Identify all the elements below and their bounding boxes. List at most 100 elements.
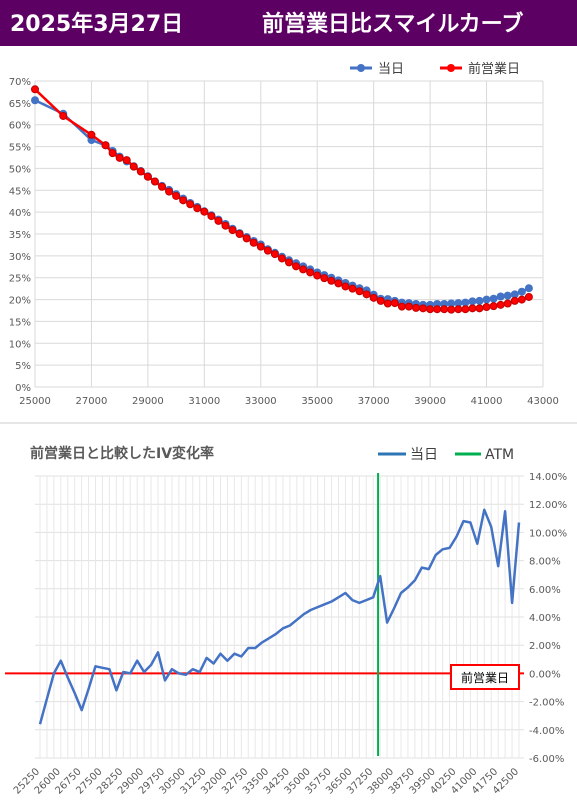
series-line bbox=[34, 88, 530, 311]
data-point bbox=[524, 284, 533, 293]
data-point bbox=[108, 149, 117, 158]
data-point bbox=[193, 204, 202, 213]
y-tick-label: 50% bbox=[9, 164, 31, 175]
data-point bbox=[397, 302, 406, 311]
data-point bbox=[277, 254, 286, 263]
data-point bbox=[341, 282, 350, 291]
x-tick-label: 37000 bbox=[358, 396, 390, 407]
x-tick-label: 41000 bbox=[471, 396, 503, 407]
data-point bbox=[306, 268, 315, 277]
y-tick-label: 35% bbox=[9, 230, 31, 241]
data-point bbox=[447, 305, 456, 314]
header-title: 前営業日比スマイルカーブ bbox=[262, 12, 524, 37]
data-point bbox=[299, 265, 308, 274]
grid-1 bbox=[34, 80, 544, 388]
data-point bbox=[186, 200, 195, 209]
header-date: 2025年3月27日 bbox=[10, 12, 184, 37]
data-point bbox=[482, 295, 491, 304]
data-point bbox=[221, 221, 230, 230]
y-tick-label: 14.00% bbox=[529, 472, 567, 483]
data-point bbox=[292, 262, 301, 271]
data-point bbox=[158, 182, 166, 191]
data-point bbox=[150, 177, 159, 186]
data-point bbox=[383, 299, 392, 308]
y-tick-label: -6.00% bbox=[529, 754, 564, 765]
data-point bbox=[510, 290, 519, 299]
series-today-line bbox=[38, 508, 521, 725]
reference-label-text: 前営業日 bbox=[461, 670, 509, 685]
x-tick-label: 25000 bbox=[19, 396, 51, 407]
data-point bbox=[517, 295, 526, 304]
data-point bbox=[143, 172, 152, 181]
iv-change-chart: 前営業日と比較したIV変化率 当日 ATM -6.00% -4.00% -2.00%… bbox=[5, 445, 567, 797]
data-point bbox=[313, 271, 322, 280]
series-group-1 bbox=[31, 85, 533, 314]
grid-2 bbox=[35, 475, 524, 759]
y-tick-label: 8.00% bbox=[529, 557, 561, 568]
panel-divider bbox=[0, 422, 577, 424]
y-tick-label: 4.00% bbox=[529, 613, 561, 624]
y-tick-label: -2.00% bbox=[529, 698, 564, 709]
data-point bbox=[433, 305, 442, 314]
data-point bbox=[517, 287, 526, 296]
data-point bbox=[249, 238, 258, 247]
y-tick-label: 6.00% bbox=[529, 585, 561, 596]
data-point bbox=[242, 234, 251, 243]
y-tick-label: -4.00% bbox=[529, 726, 564, 737]
legend-1: 当日 前営業日 bbox=[350, 61, 520, 77]
series-group-2 bbox=[5, 473, 524, 756]
data-point bbox=[503, 291, 512, 300]
y-tick-label: 12.00% bbox=[529, 500, 567, 511]
reference-label-box: 前営業日 bbox=[450, 664, 520, 690]
y-axis-2: -6.00% -4.00% -2.00% 0.00% 2.00% 4.00% 6.00% 8.… bbox=[529, 472, 567, 765]
y-tick-label: 55% bbox=[9, 143, 31, 154]
data-point bbox=[179, 196, 188, 205]
y-tick-label: 15% bbox=[9, 317, 31, 328]
data-point bbox=[101, 141, 110, 150]
x-tick-label: 35000 bbox=[301, 396, 333, 407]
legend-today-label: 当日 bbox=[378, 62, 404, 77]
x-tick-label: 31000 bbox=[188, 396, 220, 407]
y-tick-label: 10.00% bbox=[529, 528, 567, 539]
data-point bbox=[503, 299, 512, 308]
series-line bbox=[34, 99, 530, 307]
legend-prev-label: 前営業日 bbox=[468, 61, 520, 77]
data-point bbox=[390, 299, 399, 308]
legend2-atm-label: ATM bbox=[485, 447, 514, 463]
data-point bbox=[31, 85, 39, 94]
data-point bbox=[256, 242, 265, 251]
data-point bbox=[285, 258, 293, 267]
x-tick-label: 39000 bbox=[414, 396, 446, 407]
y-tick-label: 10% bbox=[9, 339, 31, 350]
data-point bbox=[369, 293, 378, 302]
data-point bbox=[447, 299, 456, 308]
data-point bbox=[454, 299, 463, 308]
data-point bbox=[468, 297, 477, 306]
data-point bbox=[214, 216, 223, 225]
y-tick-label: 65% bbox=[9, 99, 31, 110]
legend-prev-marker bbox=[447, 64, 455, 72]
y-tick-label: 40% bbox=[9, 208, 31, 219]
y-tick-label: 0% bbox=[15, 383, 31, 394]
data-point bbox=[320, 274, 329, 283]
legend-today-marker bbox=[357, 64, 365, 72]
y-tick-label: 20% bbox=[9, 296, 31, 307]
x-tick-label: 27000 bbox=[76, 396, 108, 407]
smile-curve-chart: 当日 前営業日 0% 5% 10% 15% 20% 25% 30% 35% 40% 45% 50% 5… bbox=[9, 61, 559, 407]
y-tick-label: 2.00% bbox=[529, 641, 561, 652]
data-point bbox=[122, 156, 131, 165]
data-point bbox=[461, 298, 470, 307]
legend2-today-label: 当日 bbox=[410, 447, 438, 463]
data-point bbox=[87, 130, 96, 139]
reference-label-frame bbox=[450, 664, 520, 690]
data-point bbox=[263, 246, 272, 255]
y-tick-label: 5% bbox=[15, 361, 31, 372]
data-point bbox=[426, 305, 435, 314]
data-point bbox=[200, 207, 209, 216]
data-point bbox=[440, 305, 449, 314]
data-point bbox=[228, 226, 237, 235]
data-point bbox=[348, 284, 357, 293]
series-prev bbox=[31, 85, 533, 314]
x-tick-label: 29000 bbox=[132, 396, 164, 407]
data-point bbox=[172, 191, 181, 200]
